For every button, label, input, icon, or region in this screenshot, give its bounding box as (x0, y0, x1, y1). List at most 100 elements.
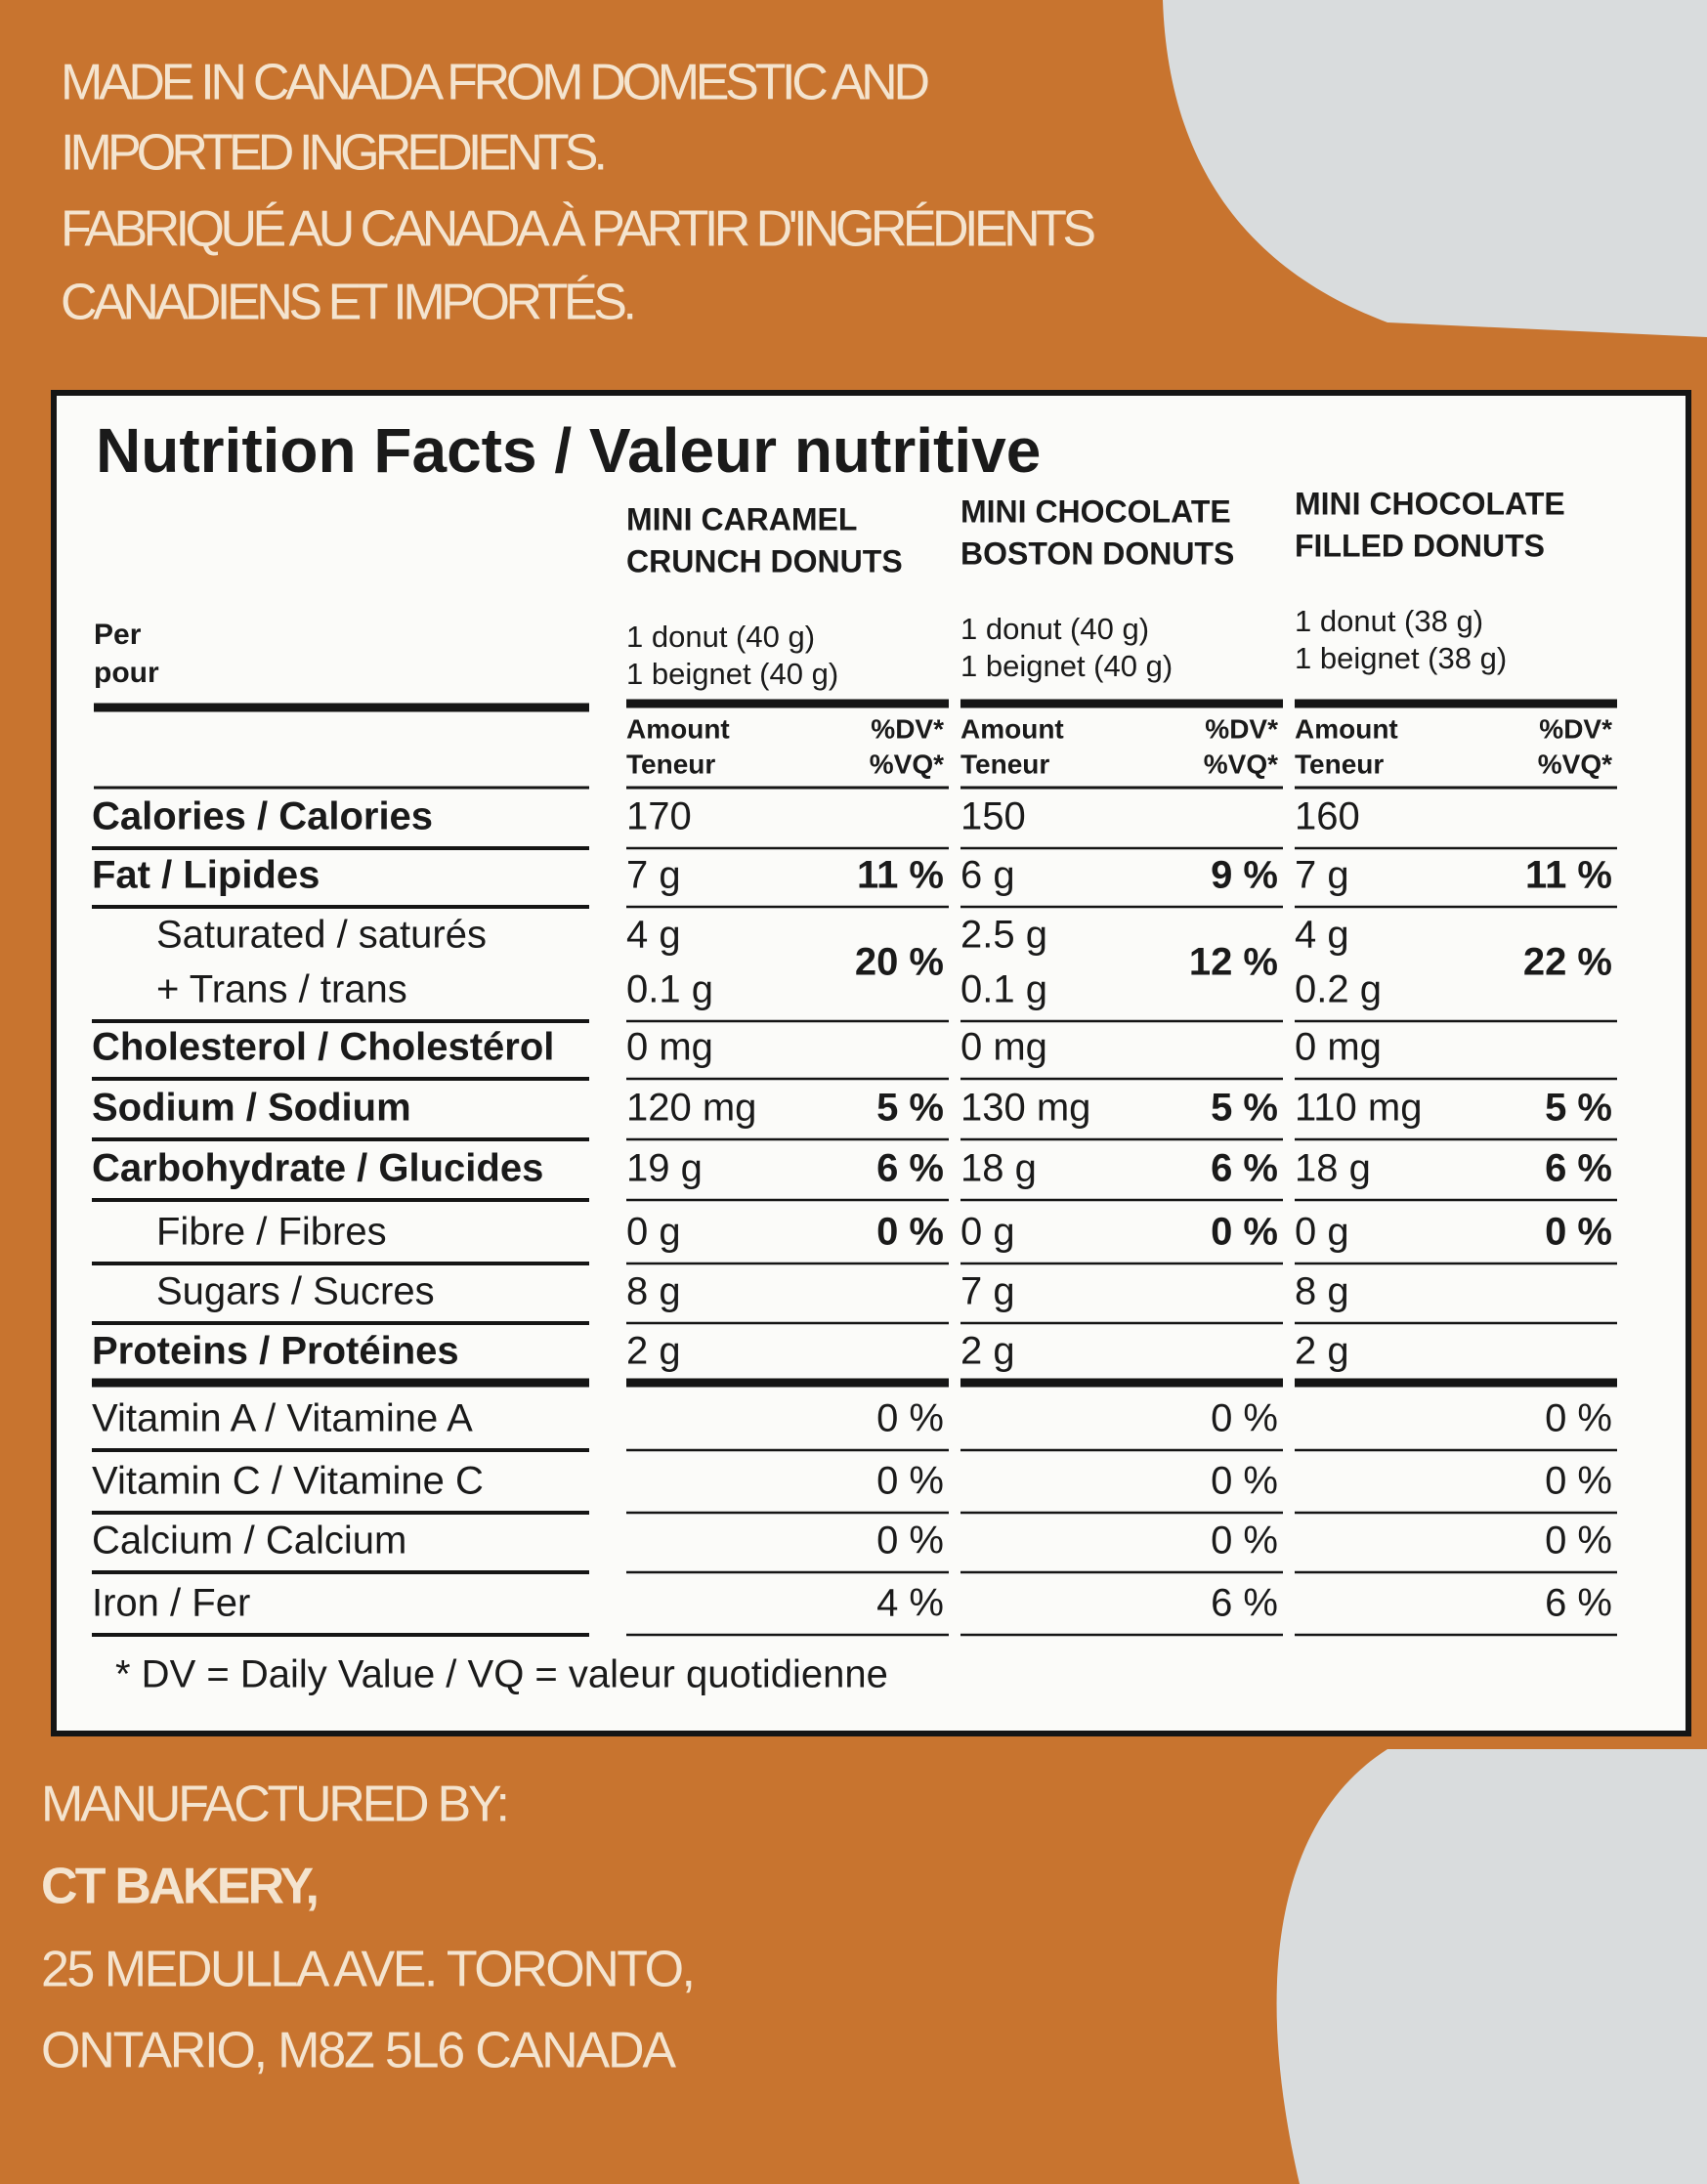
amount: 18 g (960, 1147, 1037, 1190)
daily-value: 0 % (1211, 1460, 1278, 1503)
serving-size: 1 beignet (40 g) (960, 649, 1173, 683)
origin-statement: FABRIQUÉ AU CANADA À PARTIR D'INGRÉDIENT… (61, 201, 1096, 258)
daily-value: 22 % (1523, 941, 1612, 984)
amount: 4 g (1295, 914, 1349, 957)
amount: 0 mg (1295, 1026, 1382, 1069)
serving-size: 1 beignet (40 g) (626, 657, 838, 691)
amount: 0.1 g (960, 968, 1047, 1011)
nutrient-label: Fibre / Fibres (156, 1211, 387, 1254)
origin-statement: MADE IN CANADA FROM DOMESTIC AND (61, 55, 930, 111)
amount-label: Teneur (960, 749, 1049, 779)
product-name: FILLED DONUTS (1295, 528, 1545, 563)
amount: 2.5 g (960, 914, 1047, 957)
daily-value: 0 % (1211, 1397, 1278, 1440)
amount: 0 mg (960, 1026, 1047, 1069)
daily-value: 4 % (876, 1582, 944, 1625)
amount: 150 (960, 795, 1026, 838)
amount: 8 g (1295, 1270, 1349, 1313)
nutrient-label: Sugars / Sucres (156, 1270, 435, 1313)
serving-size: 1 beignet (38 g) (1295, 641, 1507, 675)
footnote: * DV = Daily Value / VQ = valeur quotidi… (115, 1653, 888, 1696)
amount: 110 mg (1295, 1087, 1422, 1130)
dv-label: %DV* (871, 713, 944, 744)
amount: 160 (1295, 795, 1360, 838)
amount: 4 g (626, 914, 681, 957)
amount: 6 g (960, 854, 1015, 897)
daily-value: 6 % (1545, 1582, 1612, 1625)
dv-label: %VQ* (1204, 749, 1278, 779)
daily-value: 6 % (876, 1147, 944, 1190)
amount: 0.1 g (626, 968, 713, 1011)
nutrient-label: Fat / Lipides (92, 854, 320, 897)
dv-label: %DV* (1539, 713, 1612, 744)
nutrient-label: + Trans / trans (156, 968, 407, 1011)
nutrient-label: Proteins / Protéines (92, 1330, 459, 1373)
amount: 130 mg (960, 1087, 1090, 1130)
amount: 19 g (626, 1147, 703, 1190)
daily-value: 0 % (876, 1397, 944, 1440)
serving-size: 1 donut (38 g) (1295, 604, 1483, 638)
amount: 0.2 g (1295, 968, 1382, 1011)
daily-value: 0 % (1211, 1211, 1278, 1254)
daily-value: 12 % (1189, 941, 1278, 984)
amount: 2 g (1295, 1330, 1349, 1373)
daily-value: 6 % (1211, 1582, 1278, 1625)
amount: 8 g (626, 1270, 681, 1313)
amount: 0 mg (626, 1026, 713, 1069)
nutrient-label: Cholesterol / Cholestérol (92, 1026, 554, 1069)
nutrient-label: Saturated / saturés (156, 914, 487, 957)
product-name: MINI CHOCOLATE (1295, 486, 1565, 521)
amount: 7 g (1295, 854, 1349, 897)
daily-value: 0 % (876, 1520, 944, 1563)
daily-value: 0 % (1545, 1211, 1612, 1254)
daily-value: 20 % (855, 941, 944, 984)
amount-label: Amount (1295, 713, 1398, 744)
amount: 0 g (1295, 1211, 1349, 1254)
nutrition-panel (51, 390, 1691, 1736)
daily-value: 5 % (876, 1087, 944, 1130)
amount: 2 g (960, 1330, 1015, 1373)
daily-value: 0 % (876, 1211, 944, 1254)
product-name: CRUNCH DONUTS (626, 543, 903, 578)
daily-value: 5 % (1211, 1087, 1278, 1130)
dv-label: %DV* (1205, 713, 1278, 744)
product-name: MINI CARAMEL (626, 501, 857, 536)
daily-value: 0 % (876, 1460, 944, 1503)
amount-label: Amount (626, 713, 730, 744)
daily-value: 0 % (1545, 1520, 1612, 1563)
per-label: pour (94, 657, 159, 689)
nutrient-label: Vitamin A / Vitamine A (92, 1397, 473, 1440)
table-title: Nutrition Facts / Valeur nutritive (96, 415, 1041, 486)
amount-label: Teneur (1295, 749, 1384, 779)
daily-value: 11 % (857, 854, 944, 897)
manufacturer-line: MANUFACTURED BY: (41, 1777, 510, 1833)
nutrient-label: Sodium / Sodium (92, 1087, 411, 1130)
daily-value: 11 % (1525, 854, 1612, 897)
product-name: MINI CHOCOLATE (960, 493, 1231, 529)
amount: 0 g (960, 1211, 1015, 1254)
dv-label: %VQ* (1538, 749, 1612, 779)
daily-value: 6 % (1545, 1147, 1612, 1190)
amount: 7 g (626, 854, 681, 897)
per-label: Per (94, 619, 142, 651)
nutrient-label: Vitamin C / Vitamine C (92, 1460, 484, 1503)
amount: 0 g (626, 1211, 681, 1254)
daily-value: 0 % (1211, 1520, 1278, 1563)
product-name: BOSTON DONUTS (960, 535, 1234, 571)
daily-value: 5 % (1545, 1087, 1612, 1130)
manufacturer-line: CT BAKERY, (41, 1859, 320, 1915)
amount-label: Amount (960, 713, 1064, 744)
amount-label: Teneur (626, 749, 715, 779)
nutrient-label: Calories / Calories (92, 795, 433, 838)
daily-value: 0 % (1545, 1460, 1612, 1503)
amount: 120 mg (626, 1087, 756, 1130)
amount: 7 g (960, 1270, 1015, 1313)
amount: 2 g (626, 1330, 681, 1373)
daily-value: 0 % (1545, 1397, 1612, 1440)
daily-value: 9 % (1211, 854, 1278, 897)
amount: 170 (626, 795, 692, 838)
amount: 18 g (1295, 1147, 1371, 1190)
manufacturer-line: ONTARIO, M8Z 5L6 CANADA (41, 2023, 676, 2079)
dv-label: %VQ* (870, 749, 944, 779)
